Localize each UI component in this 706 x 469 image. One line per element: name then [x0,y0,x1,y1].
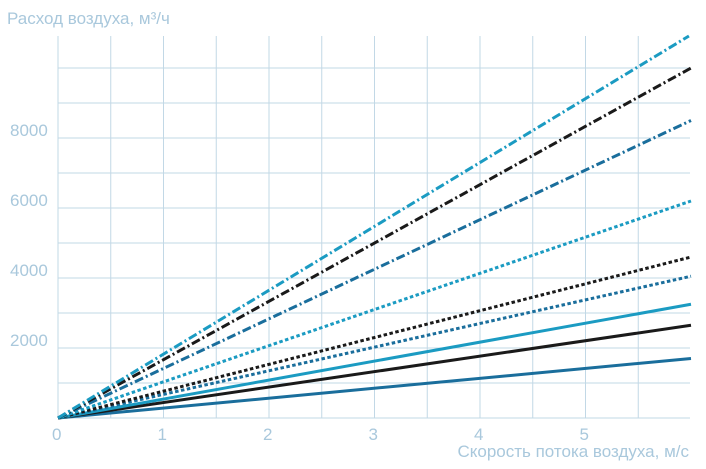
series-line-3 [57,302,692,420]
series-line-4 [57,274,692,420]
x-tick-label: 5 [580,425,589,444]
y-tick-label: 6000 [10,191,48,210]
y-axis-title: Расход воздуха, м³/ч [7,9,170,28]
y-tick-label: 8000 [10,121,48,140]
x-tick-label: 3 [369,425,378,444]
x-tick-label: 0 [52,425,61,444]
series-line-7 [57,119,692,420]
series-line-2 [57,323,692,420]
y-tick-labels: 2000 4000 6000 8000 [10,121,48,350]
y-tick-label: 4000 [10,261,48,280]
series-lines [57,34,692,420]
series-line-8 [57,66,692,420]
x-tick-label: 2 [263,425,272,444]
x-tick-labels: 0 1 2 3 4 5 [52,425,589,444]
x-tick-label: 4 [474,425,483,444]
horizontal-gridlines [58,67,690,419]
y-tick-label: 2000 [10,331,48,350]
x-tick-label: 1 [158,425,167,444]
x-axis-title: Скорость потока воздуха, м/с [457,442,689,461]
vertical-gridlines [57,36,639,418]
series-line-1 [57,357,692,420]
series-line-5 [57,255,692,420]
series-line-9 [57,34,690,420]
